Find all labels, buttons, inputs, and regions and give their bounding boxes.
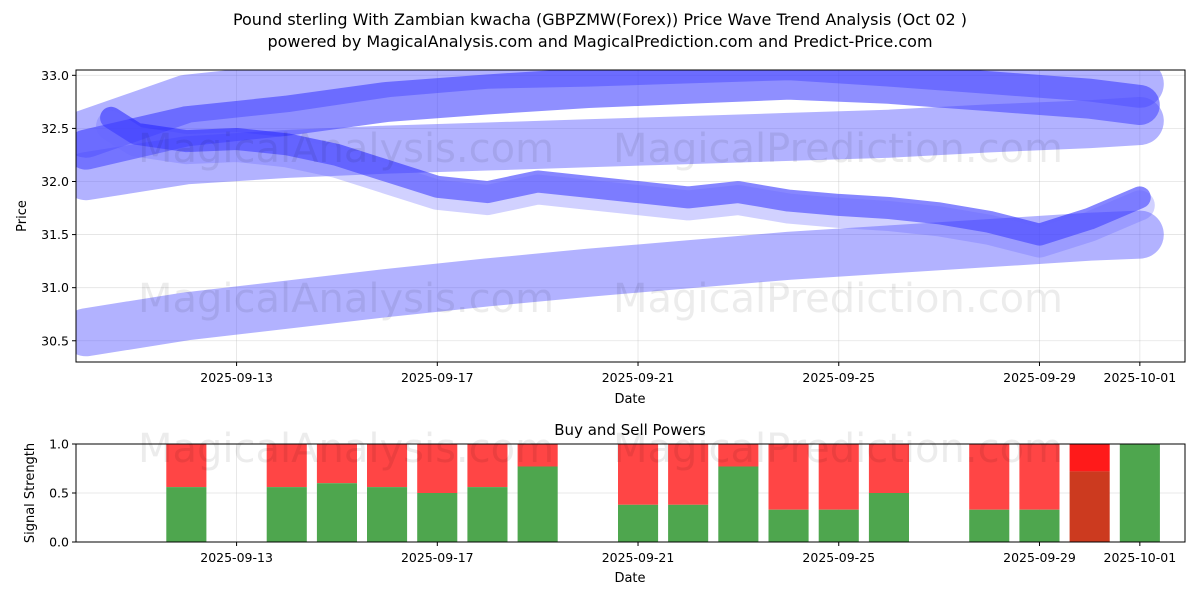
signal-y-tick-label: 0.5 [49,486,69,501]
price-trend-bands [76,70,1164,357]
buy-power-bar [367,487,408,542]
price-y-tick-label: 30.5 [41,333,69,348]
buy-power-bar [1019,509,1060,542]
sell-power-bar [768,444,809,510]
sell-power-bar [868,444,909,493]
signal-y-tick-label: 1.0 [49,437,69,452]
signal-panel: Buy and Sell Powers MagicalAnalysis.com … [23,421,1186,586]
watermark-prediction-2: MagicalPrediction.com [613,276,1063,322]
bottom-trend-band [76,210,1164,357]
watermark-analysis-3: MagicalAnalysis.com [138,426,554,472]
price-x-ticks: 2025-09-13 2025-09-17 2025-09-21 2025-09-25… [200,362,1176,385]
buy-power-bar [668,504,709,542]
signal-y-ticks: 0.0 0.5 1.0 [49,437,76,550]
upper-trend-band [76,70,1164,158]
price-x-tick-label: 2025-09-25 [802,370,875,385]
sell-power-bar [166,444,207,488]
chart-title: Pound sterling With Zambian kwacha (GBPZ… [233,10,967,29]
buy-power-bar [969,509,1010,542]
price-y-tick-label: 31.5 [41,227,69,242]
sell-power-bar [668,444,709,505]
price-watermarks: MagicalAnalysis.com MagicalPrediction.co… [138,126,1063,322]
sell-power-bar [467,444,508,488]
sell-power-bar [517,444,558,467]
sell-power-bar [1069,444,1110,472]
price-y-tick-label: 31.0 [41,280,69,295]
buy-power-bar [467,487,508,542]
buy-power-bar [266,487,307,542]
signal-x-tick-label: 2025-09-29 [1003,550,1076,565]
price-x-tick-label: 2025-09-29 [1003,370,1076,385]
signal-x-ticks: 2025-09-13 2025-09-17 2025-09-21 2025-09-25… [200,542,1176,565]
sell-power-bar [316,444,357,484]
price-y-tick-label: 33.0 [41,68,69,83]
price-x-tick-label: 2025-09-13 [200,370,273,385]
lower-trend-band [76,97,1164,201]
sell-power-bar [1019,444,1060,510]
signal-bars [166,444,1160,542]
price-x-tick-label: 2025-09-17 [401,370,474,385]
main-trend-band [76,70,1160,170]
sell-power-bar [969,444,1010,510]
signal-x-label: Date [614,571,645,586]
price-x-tick-label: 2025-09-21 [602,370,675,385]
buy-power-bar [818,509,859,542]
buy-power-bar [868,493,909,542]
sell-power-bar [266,444,307,488]
price-y-tick-label: 32.0 [41,174,69,189]
price-wave-echo [96,110,1155,258]
signal-watermarks: MagicalAnalysis.com MagicalPrediction.co… [138,426,1063,472]
signal-title: Buy and Sell Powers [554,421,706,439]
watermark-analysis: MagicalAnalysis.com [138,126,554,172]
signal-x-tick-label: 2025-09-13 [200,550,273,565]
buy-power-bar [1119,444,1160,542]
buy-power-bar [166,487,207,542]
buy-power-bar [417,493,458,542]
sell-power-bar [367,444,408,488]
signal-x-tick-label: 2025-09-21 [602,550,675,565]
signal-x-tick-label: 2025-10-01 [1104,550,1177,565]
sell-power-bar [618,444,659,505]
price-wave-band [100,106,1151,246]
price-x-label: Date [614,392,645,407]
buy-power-bar [618,504,659,542]
buy-power-bar [1069,471,1110,542]
sell-power-bar [818,444,859,510]
price-x-tick-label: 2025-10-01 [1104,370,1177,385]
signal-y-tick-label: 0.0 [49,535,69,550]
price-y-ticks: 30.5 31.0 31.5 32.0 32.5 33.0 [41,68,76,348]
chart-subtitle: powered by MagicalAnalysis.com and Magic… [267,32,932,51]
price-axes-frame [75,69,1186,363]
buy-power-bar [517,466,558,542]
watermark-prediction: MagicalPrediction.com [613,126,1063,172]
buy-power-bar [316,483,357,542]
watermark-analysis-2: MagicalAnalysis.com [138,276,554,322]
buy-power-bar [768,509,809,542]
signal-x-tick-label: 2025-09-17 [401,550,474,565]
signal-x-tick-label: 2025-09-25 [802,550,875,565]
watermark-prediction-3: MagicalPrediction.com [613,426,1063,472]
sell-power-bar [718,444,759,467]
price-y-tick-label: 32.5 [41,121,69,136]
price-y-label: Price [15,200,30,232]
sell-power-bar [417,444,458,493]
signal-y-label: Signal Strength [23,443,38,543]
buy-power-bar [718,466,759,542]
price-panel: MagicalAnalysis.com MagicalPrediction.co… [15,68,1186,407]
